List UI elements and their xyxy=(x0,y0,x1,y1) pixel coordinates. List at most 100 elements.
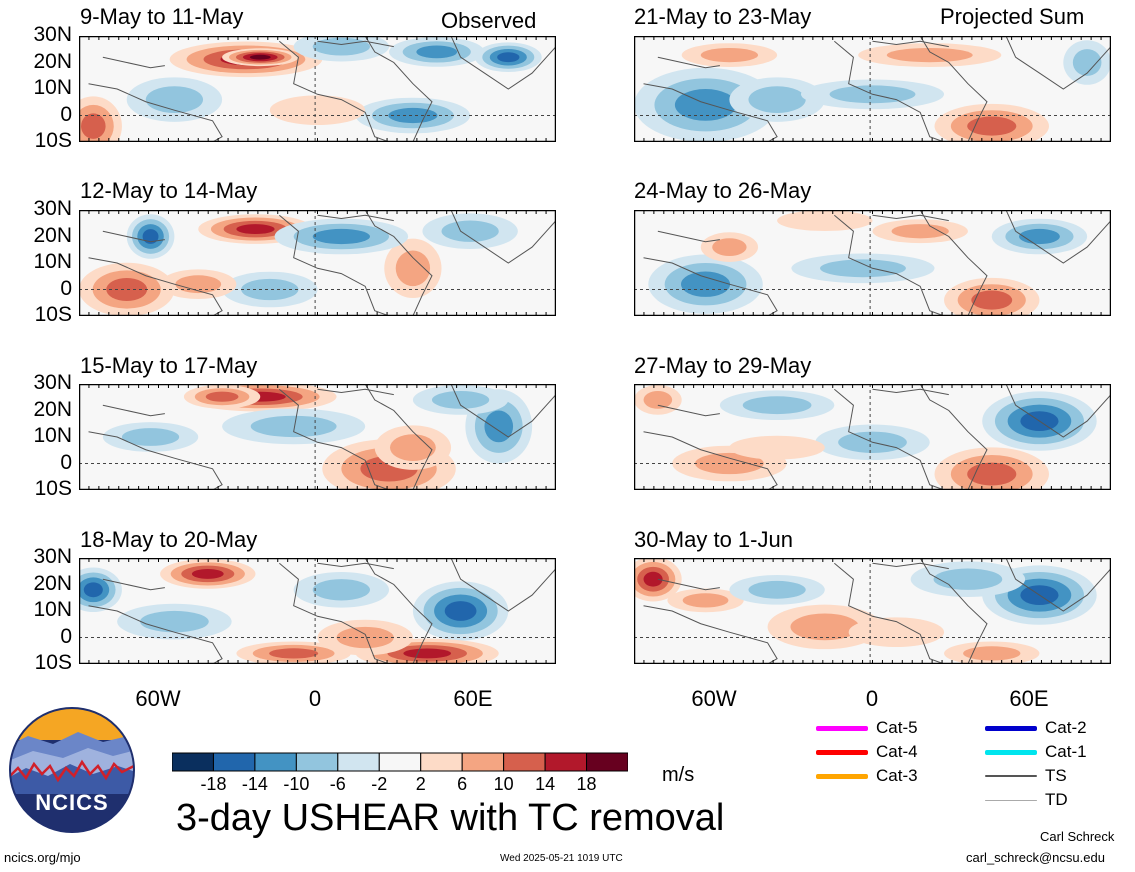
panel-title: 9-May to 11-May xyxy=(80,4,244,29)
lat-label: 30N xyxy=(33,545,72,568)
lon-label: 60E xyxy=(1009,686,1049,711)
shear-contour xyxy=(312,37,370,56)
legend-swatch xyxy=(816,773,868,779)
lat-label: 0 xyxy=(60,450,72,474)
legend-swatch xyxy=(985,725,1037,731)
coastline xyxy=(872,562,949,570)
coastline xyxy=(317,388,394,396)
legend-swatch xyxy=(985,799,1037,801)
colorbar-segment xyxy=(337,752,380,772)
panel-frame xyxy=(634,384,1111,490)
shear-contour xyxy=(312,579,370,601)
shear-contour xyxy=(643,390,673,409)
shear-contour xyxy=(748,580,806,599)
coastline xyxy=(450,36,556,90)
coastline xyxy=(88,431,223,490)
lat-label: 0 xyxy=(60,624,72,648)
colorbar-tick-label: -18 xyxy=(200,774,227,794)
shear-contour xyxy=(643,571,663,587)
shear-contour xyxy=(269,95,366,126)
shear-contour xyxy=(967,462,1017,486)
lat-label: 20N xyxy=(33,397,72,421)
coastline xyxy=(102,404,165,417)
ushear-map-panel xyxy=(79,558,556,664)
shear-contour xyxy=(700,47,759,63)
shear-contour xyxy=(1019,228,1060,245)
colorbar-segment xyxy=(378,752,422,772)
lon-label: 60E xyxy=(453,686,493,711)
legend-label: TD xyxy=(1045,790,1068,809)
coastline xyxy=(657,230,720,243)
shear-contour xyxy=(748,86,806,113)
lat-label: 10N xyxy=(33,424,72,447)
legend-swatch xyxy=(985,775,1037,777)
coastline xyxy=(279,214,390,316)
shear-contour xyxy=(971,290,1013,310)
coastline xyxy=(919,384,988,490)
coastline xyxy=(102,578,165,591)
coastline xyxy=(317,214,394,222)
shear-contour xyxy=(142,229,159,244)
coastline xyxy=(919,36,988,142)
shear-contour xyxy=(886,47,973,63)
footer-url: ncics.org/mjo xyxy=(4,850,81,865)
shear-contour xyxy=(145,86,204,113)
lon-label: 60W xyxy=(691,686,737,711)
colorbar-segment xyxy=(295,752,339,772)
shear-contour xyxy=(236,224,275,235)
coastline xyxy=(364,384,433,490)
footer-email: carl_schreck@ncsu.edu xyxy=(966,850,1105,865)
colorbar-tick-label: 10 xyxy=(493,774,514,794)
panel-frame xyxy=(634,36,1111,142)
lat-label: 30N xyxy=(33,371,72,394)
coastline xyxy=(657,578,720,591)
coastline xyxy=(1005,210,1111,264)
coastline xyxy=(834,562,945,664)
shear-contour xyxy=(83,582,103,598)
shear-contour xyxy=(695,452,764,475)
colorbar-tick-label: 6 xyxy=(457,774,468,794)
shear-contour xyxy=(441,220,499,242)
coastline xyxy=(279,40,390,142)
panel-title: 18-May to 20-May xyxy=(80,527,258,552)
shear-contour xyxy=(241,278,299,301)
panel-frame xyxy=(79,384,556,490)
shear-contour xyxy=(729,435,825,460)
shear-contour xyxy=(175,275,222,294)
shear-contour xyxy=(963,646,1021,661)
coastline xyxy=(872,40,949,48)
coastline xyxy=(643,431,778,490)
shear-contour xyxy=(742,396,812,415)
coastline xyxy=(88,257,223,316)
lon-label: 0 xyxy=(865,686,879,711)
coastline xyxy=(364,36,433,142)
colorbar-segment xyxy=(503,752,546,772)
colorbar-tick-label: -14 xyxy=(241,774,268,794)
colorbar xyxy=(172,752,628,772)
colorbar-tick-label: -6 xyxy=(329,774,346,794)
panel-tag-projected: Projected Sum xyxy=(940,4,1085,29)
legend-label: Cat-2 xyxy=(1045,718,1087,737)
logo-text: NCICS xyxy=(35,790,109,815)
legend-swatch xyxy=(985,749,1037,755)
coastline xyxy=(317,562,394,570)
lat-label: 10N xyxy=(33,250,72,273)
coastline xyxy=(643,257,778,316)
shear-contour xyxy=(312,228,370,245)
coastline xyxy=(643,605,778,664)
shear-contour xyxy=(249,54,271,60)
colorbar-tick-label: 18 xyxy=(576,774,597,794)
colorbar-segment xyxy=(172,752,214,772)
shear-contour xyxy=(269,648,319,659)
coastline xyxy=(643,83,778,142)
ushear-map-panel xyxy=(634,384,1111,490)
shear-contour xyxy=(848,617,945,648)
coastline xyxy=(834,40,945,142)
ushear-map-panel xyxy=(79,384,556,490)
coastline xyxy=(317,40,394,48)
panel-title: 12-May to 14-May xyxy=(80,178,258,203)
lat-label: 20N xyxy=(33,223,72,247)
coastline xyxy=(834,214,945,316)
panel-frame xyxy=(79,558,556,664)
shear-contour xyxy=(250,415,337,438)
